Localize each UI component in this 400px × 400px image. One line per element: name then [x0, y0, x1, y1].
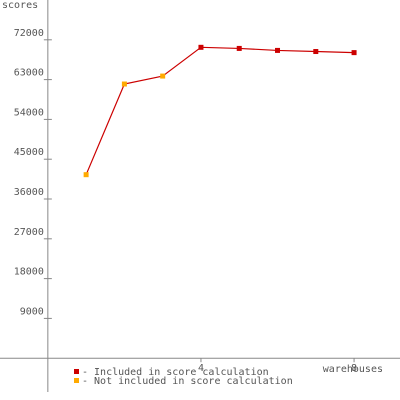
legend-label: - Not included in score calculation — [82, 376, 293, 387]
y-tick-label: 72000 — [14, 28, 44, 39]
data-point — [351, 50, 357, 56]
data-line — [85, 46, 355, 175]
x-axis-label: warehouses — [323, 364, 383, 375]
y-tick-label: 54000 — [14, 107, 44, 118]
data-point — [83, 172, 89, 178]
data-point — [160, 73, 166, 79]
legend-swatch — [74, 378, 79, 383]
data-point — [275, 47, 281, 53]
data-point — [198, 44, 204, 50]
y-tick-label: 18000 — [14, 267, 44, 278]
y-tick-label: 45000 — [14, 147, 44, 158]
data-point — [121, 81, 127, 87]
y-tick-label: 27000 — [14, 227, 44, 238]
legend-label: - Included in score calculation — [82, 367, 269, 378]
data-point — [236, 45, 242, 51]
x-tick-label: 8 — [351, 363, 357, 374]
y-axis-label: scores — [2, 0, 38, 11]
y-tick-label: 36000 — [14, 187, 44, 198]
legend-swatch — [74, 369, 79, 374]
y-tick-label: 9000 — [20, 306, 44, 317]
x-tick-label: 4 — [198, 363, 204, 374]
data-point — [313, 49, 319, 55]
y-tick-label: 63000 — [14, 68, 44, 79]
